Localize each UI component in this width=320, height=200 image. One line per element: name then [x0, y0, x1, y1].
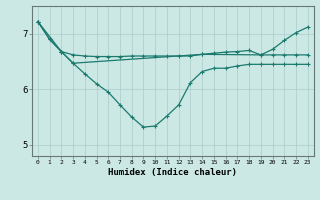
X-axis label: Humidex (Indice chaleur): Humidex (Indice chaleur) [108, 168, 237, 177]
